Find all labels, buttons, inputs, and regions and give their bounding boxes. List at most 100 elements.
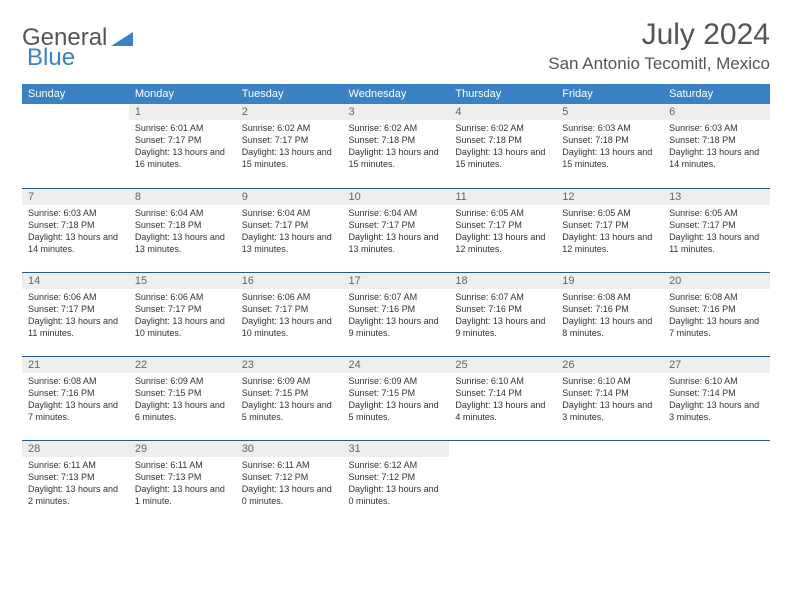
day-line: Sunrise: 6:09 AM [349, 375, 444, 387]
day-line: Daylight: 13 hours and 10 minutes. [242, 315, 337, 339]
day-number: 3 [343, 104, 450, 120]
day-line: Sunrise: 6:06 AM [28, 291, 123, 303]
day-number: 20 [663, 273, 770, 289]
calendar-day-cell: 8Sunrise: 6:04 AMSunset: 7:18 PMDaylight… [129, 188, 236, 272]
day-line: Sunrise: 6:04 AM [349, 207, 444, 219]
day-line: Daylight: 13 hours and 12 minutes. [562, 231, 657, 255]
calendar-week-row: 28Sunrise: 6:11 AMSunset: 7:13 PMDayligh… [22, 440, 770, 524]
day-line: Daylight: 13 hours and 15 minutes. [349, 146, 444, 170]
day-line: Daylight: 13 hours and 10 minutes. [135, 315, 230, 339]
day-content: Sunrise: 6:04 AMSunset: 7:18 PMDaylight:… [129, 205, 236, 260]
day-line: Daylight: 13 hours and 3 minutes. [562, 399, 657, 423]
day-line: Daylight: 13 hours and 15 minutes. [242, 146, 337, 170]
day-line: Daylight: 13 hours and 5 minutes. [242, 399, 337, 423]
calendar-day-cell: 6Sunrise: 6:03 AMSunset: 7:18 PMDaylight… [663, 104, 770, 188]
day-line: Sunset: 7:16 PM [28, 387, 123, 399]
day-number: 14 [22, 273, 129, 289]
day-content: Sunrise: 6:10 AMSunset: 7:14 PMDaylight:… [556, 373, 663, 428]
day-content [556, 457, 663, 463]
day-content: Sunrise: 6:02 AMSunset: 7:17 PMDaylight:… [236, 120, 343, 175]
day-line: Daylight: 13 hours and 14 minutes. [669, 146, 764, 170]
month-title: July 2024 [548, 18, 770, 52]
day-line: Sunset: 7:17 PM [135, 303, 230, 315]
day-line: Sunrise: 6:02 AM [455, 122, 550, 134]
day-content: Sunrise: 6:10 AMSunset: 7:14 PMDaylight:… [663, 373, 770, 428]
day-content: Sunrise: 6:09 AMSunset: 7:15 PMDaylight:… [343, 373, 450, 428]
calendar-day-cell: 20Sunrise: 6:08 AMSunset: 7:16 PMDayligh… [663, 272, 770, 356]
day-header: Monday [129, 84, 236, 104]
day-content: Sunrise: 6:10 AMSunset: 7:14 PMDaylight:… [449, 373, 556, 428]
day-line: Sunrise: 6:01 AM [135, 122, 230, 134]
day-line: Daylight: 13 hours and 9 minutes. [455, 315, 550, 339]
day-line: Daylight: 13 hours and 5 minutes. [349, 399, 444, 423]
day-line: Sunset: 7:16 PM [455, 303, 550, 315]
day-line: Sunset: 7:16 PM [562, 303, 657, 315]
day-line: Sunset: 7:15 PM [135, 387, 230, 399]
calendar-day-cell: 19Sunrise: 6:08 AMSunset: 7:16 PMDayligh… [556, 272, 663, 356]
day-line: Daylight: 13 hours and 16 minutes. [135, 146, 230, 170]
day-content: Sunrise: 6:08 AMSunset: 7:16 PMDaylight:… [22, 373, 129, 428]
calendar-day-cell: 12Sunrise: 6:05 AMSunset: 7:17 PMDayligh… [556, 188, 663, 272]
calendar-day-cell: 27Sunrise: 6:10 AMSunset: 7:14 PMDayligh… [663, 356, 770, 440]
day-line: Sunrise: 6:09 AM [242, 375, 337, 387]
day-number [449, 441, 556, 457]
day-number: 24 [343, 357, 450, 373]
calendar-day-cell: 15Sunrise: 6:06 AMSunset: 7:17 PMDayligh… [129, 272, 236, 356]
day-number: 15 [129, 273, 236, 289]
day-line: Sunset: 7:18 PM [455, 134, 550, 146]
day-line: Sunrise: 6:08 AM [28, 375, 123, 387]
day-content: Sunrise: 6:02 AMSunset: 7:18 PMDaylight:… [343, 120, 450, 175]
day-header: Thursday [449, 84, 556, 104]
day-line: Sunset: 7:17 PM [562, 219, 657, 231]
day-line: Sunset: 7:15 PM [349, 387, 444, 399]
day-line: Daylight: 13 hours and 0 minutes. [349, 483, 444, 507]
day-header: Saturday [663, 84, 770, 104]
day-number: 18 [449, 273, 556, 289]
day-content [449, 457, 556, 463]
day-line: Sunrise: 6:07 AM [349, 291, 444, 303]
day-line: Sunrise: 6:03 AM [562, 122, 657, 134]
location: San Antonio Tecomitl, Mexico [548, 54, 770, 74]
day-line: Sunrise: 6:05 AM [455, 207, 550, 219]
calendar-day-cell [556, 440, 663, 524]
day-number: 12 [556, 189, 663, 205]
day-line: Sunset: 7:14 PM [669, 387, 764, 399]
day-number: 19 [556, 273, 663, 289]
day-content [22, 120, 129, 126]
calendar-day-cell: 2Sunrise: 6:02 AMSunset: 7:17 PMDaylight… [236, 104, 343, 188]
day-line: Daylight: 13 hours and 13 minutes. [349, 231, 444, 255]
day-line: Daylight: 13 hours and 0 minutes. [242, 483, 337, 507]
day-content: Sunrise: 6:05 AMSunset: 7:17 PMDaylight:… [556, 205, 663, 260]
day-line: Sunrise: 6:04 AM [242, 207, 337, 219]
day-line: Daylight: 13 hours and 8 minutes. [562, 315, 657, 339]
day-line: Sunset: 7:17 PM [135, 134, 230, 146]
calendar-day-cell: 18Sunrise: 6:07 AMSunset: 7:16 PMDayligh… [449, 272, 556, 356]
day-number: 11 [449, 189, 556, 205]
day-line: Sunrise: 6:09 AM [135, 375, 230, 387]
day-number: 6 [663, 104, 770, 120]
day-content: Sunrise: 6:06 AMSunset: 7:17 PMDaylight:… [129, 289, 236, 344]
day-line: Sunset: 7:16 PM [669, 303, 764, 315]
day-number: 22 [129, 357, 236, 373]
day-number: 13 [663, 189, 770, 205]
day-header: Wednesday [343, 84, 450, 104]
day-line: Sunset: 7:13 PM [135, 471, 230, 483]
day-line: Sunset: 7:14 PM [455, 387, 550, 399]
day-line: Sunrise: 6:02 AM [242, 122, 337, 134]
calendar-day-cell: 14Sunrise: 6:06 AMSunset: 7:17 PMDayligh… [22, 272, 129, 356]
day-content: Sunrise: 6:08 AMSunset: 7:16 PMDaylight:… [663, 289, 770, 344]
day-content: Sunrise: 6:04 AMSunset: 7:17 PMDaylight:… [343, 205, 450, 260]
calendar-day-cell: 17Sunrise: 6:07 AMSunset: 7:16 PMDayligh… [343, 272, 450, 356]
day-line: Sunset: 7:17 PM [455, 219, 550, 231]
day-line: Sunrise: 6:11 AM [135, 459, 230, 471]
day-number: 25 [449, 357, 556, 373]
day-line: Daylight: 13 hours and 3 minutes. [669, 399, 764, 423]
calendar-day-cell [663, 440, 770, 524]
day-line: Daylight: 13 hours and 15 minutes. [562, 146, 657, 170]
day-line: Daylight: 13 hours and 9 minutes. [349, 315, 444, 339]
day-line: Sunset: 7:17 PM [242, 219, 337, 231]
calendar-week-row: 1Sunrise: 6:01 AMSunset: 7:17 PMDaylight… [22, 104, 770, 188]
day-line: Sunrise: 6:10 AM [669, 375, 764, 387]
day-content: Sunrise: 6:08 AMSunset: 7:16 PMDaylight:… [556, 289, 663, 344]
day-line: Daylight: 13 hours and 14 minutes. [28, 231, 123, 255]
